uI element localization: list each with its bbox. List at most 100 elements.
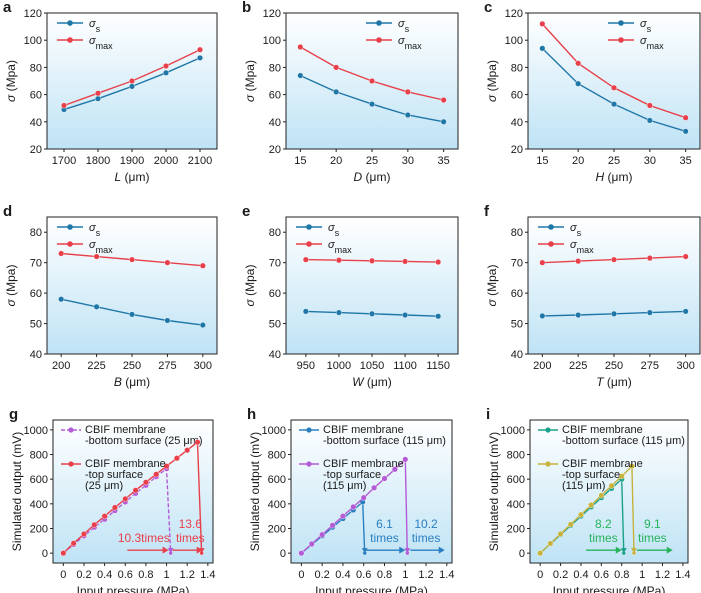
annotation-arrow-head — [438, 546, 445, 554]
legend-label: σs — [570, 222, 582, 238]
panel-letter: b — [242, 0, 251, 16]
legend-marker — [306, 224, 312, 230]
x-tick-label: 1100 — [393, 360, 417, 372]
x-tick-label: 0.8 — [614, 569, 629, 581]
annotation-label: 8.2 — [595, 517, 612, 531]
x-tick-label: 300 — [194, 360, 212, 372]
data-point — [61, 102, 68, 109]
data-point — [577, 511, 584, 518]
data-point — [58, 250, 65, 257]
panel-letter: i — [486, 406, 490, 423]
y-tick-label: 400 — [30, 499, 48, 511]
x-tick-label: 1700 — [52, 155, 76, 167]
annotation-arrow-head — [399, 546, 406, 554]
data-point — [91, 521, 98, 528]
legend-label: CBIF membrane — [323, 424, 404, 436]
x-axis-label: H (μm) — [596, 170, 633, 184]
data-point — [142, 479, 149, 486]
series-points — [298, 456, 410, 557]
panel-f: f 40 50 60 70 80 200 225 250 275 300 T (μm) σ (Mpa) σ… — [484, 203, 701, 389]
panel-d: d 40 50 60 70 80 200 225 250 275 300 B (μm) σ (Mpa) σ… — [3, 203, 218, 389]
panel-a: a 20 40 60 80 100 120 1700 1800 1900 2000 2100 L (μm… — [3, 0, 218, 184]
data-point — [333, 64, 340, 71]
legend-label: -bottom surface (115 μm) — [562, 435, 685, 447]
series-points — [539, 253, 689, 266]
x-tick-label: 0.6 — [356, 569, 371, 581]
data-point — [598, 492, 605, 499]
legend-marker — [306, 427, 312, 433]
y-tick-label: 20 — [511, 144, 523, 156]
annotation-label: times — [370, 531, 399, 545]
data-point — [94, 95, 101, 102]
x-tick-label: 200 — [533, 360, 551, 372]
x-tick-label: 0.2 — [76, 569, 91, 581]
y-tick-label: 70 — [511, 258, 523, 270]
annotation-arrow-head — [196, 546, 203, 554]
panel-c: c 20 40 60 80 100 120 15 20 25 30 35 H (μm) σ (Mpa) σs… — [484, 0, 701, 184]
series-points — [302, 308, 442, 320]
y-tick-label: 80 — [511, 62, 523, 74]
data-point — [404, 88, 411, 95]
data-point — [164, 317, 171, 324]
y-axis-label: σ (Mpa) — [4, 265, 18, 307]
plot-background — [528, 217, 700, 354]
y-tick-label: 200 — [268, 523, 286, 535]
data-point — [440, 97, 447, 104]
x-tick-label: 250 — [605, 360, 623, 372]
data-point — [608, 482, 615, 489]
x-tick-label: 35 — [680, 155, 692, 167]
data-point — [60, 550, 67, 557]
data-point — [335, 309, 342, 316]
x-tick-label: 2000 — [154, 155, 178, 167]
y-tick-label: 80 — [511, 227, 523, 239]
y-tick-label: 800 — [268, 450, 286, 462]
data-point — [435, 259, 442, 266]
data-point — [196, 54, 203, 61]
y-tick-label: 70 — [269, 258, 281, 270]
y-tick-label: 50 — [30, 319, 42, 331]
series-points — [297, 72, 447, 125]
x-tick-label: 0.2 — [553, 569, 568, 581]
data-point — [391, 466, 398, 473]
y-tick-label: 120 — [24, 8, 42, 20]
x-tick-label: 0.6 — [118, 569, 133, 581]
y-tick-label: 1000 — [24, 425, 48, 437]
series-points — [302, 256, 442, 266]
data-point — [611, 84, 618, 91]
data-point — [308, 540, 315, 547]
y-tick-label: 40 — [511, 117, 523, 129]
series-points — [537, 463, 637, 557]
legend-label: σmax — [328, 239, 352, 255]
panel-letter: h — [247, 406, 256, 423]
y-tick-label: 200 — [30, 523, 48, 535]
data-point — [329, 522, 336, 529]
legend-label: -bottom surface (25 μm) — [85, 435, 203, 447]
legend-marker — [68, 461, 74, 467]
x-tick-label: 1900 — [120, 155, 144, 167]
data-point — [162, 63, 169, 70]
y-tick-label: 40 — [511, 349, 523, 361]
data-point — [369, 310, 376, 317]
legend-label: σmax — [89, 35, 113, 51]
x-tick-label: 1 — [639, 569, 645, 581]
data-point — [575, 312, 582, 319]
annotation-arrow-head — [162, 546, 169, 554]
data-point — [575, 258, 582, 265]
y-tick-label: 50 — [269, 319, 281, 331]
annotation-label: times — [412, 531, 441, 545]
y-tick-label: 120 — [505, 8, 523, 20]
x-axis-label: T (μm) — [596, 375, 632, 389]
panel-letter: a — [3, 0, 12, 16]
data-point — [184, 447, 191, 454]
y-axis-label: σ (Mpa) — [243, 265, 257, 307]
y-tick-label: 800 — [30, 450, 48, 462]
x-tick-label: 0.4 — [97, 569, 112, 581]
x-tick-label: 1800 — [86, 155, 110, 167]
series-points — [61, 46, 203, 109]
data-point — [618, 473, 625, 480]
y-tick-label: 40 — [269, 117, 281, 129]
y-tick-label: 0 — [42, 548, 48, 560]
data-point — [335, 257, 342, 264]
x-tick-label: 0 — [60, 569, 66, 581]
x-tick-label: 300 — [676, 360, 694, 372]
